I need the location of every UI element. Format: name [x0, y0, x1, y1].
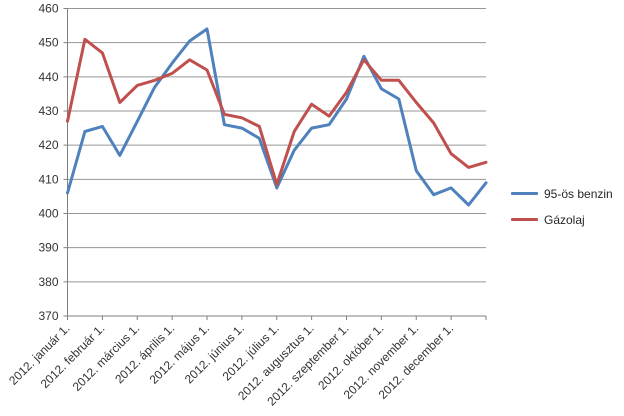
legend-line-swatch-benzin [511, 192, 538, 195]
y-tick-label: 370 [38, 309, 58, 323]
legend-entry-benzin: 95-ös benzin [511, 186, 613, 201]
legend-line-swatch-gazolaj [511, 218, 538, 221]
series-line-gazolaj [66, 37, 488, 186]
y-tick-label: 410 [38, 172, 58, 186]
legend-label-gazolaj: Gázolaj [544, 212, 585, 227]
series-line-benzin [66, 27, 488, 207]
y-tick-label: 390 [38, 241, 58, 255]
y-tick-label: 450 [38, 36, 58, 50]
legend-entry-gazolaj: Gázolaj [511, 212, 613, 227]
y-tick-label: 440 [38, 70, 58, 84]
legend-label-benzin: 95-ös benzin [544, 186, 613, 201]
y-tick-label: 460 [38, 2, 58, 16]
y-tick-label: 380 [38, 275, 58, 289]
legend: 95-ös benzin Gázolaj [511, 186, 613, 227]
y-tick-label: 430 [38, 104, 58, 118]
x-tick-label: 2012. január 1. [6, 321, 73, 388]
y-tick-label: 420 [38, 138, 58, 152]
y-tick-label: 400 [38, 207, 58, 221]
